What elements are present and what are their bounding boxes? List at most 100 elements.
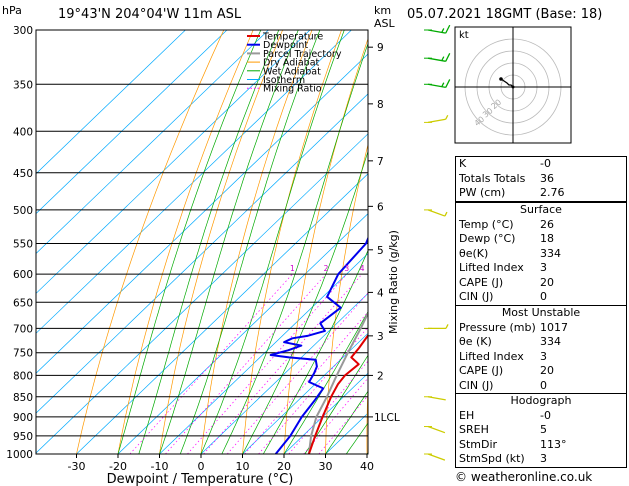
isotherm-line	[76, 173, 368, 454]
surface-row: Dewp (°C) 18	[456, 232, 626, 247]
temp-tick-label: 10	[236, 460, 250, 473]
dry-adiabat-line	[76, 30, 225, 454]
wind-barb	[424, 114, 449, 124]
hodo-row: StmSpd (kt) 3	[456, 452, 626, 467]
wind-barb	[424, 53, 451, 62]
surface-label: CIN (J)	[459, 290, 494, 303]
index-row: Totals Totals 36	[456, 172, 626, 187]
mixing-ratio-line	[187, 273, 348, 454]
hodo-value: -0	[540, 408, 551, 422]
temp-tick-label: -10	[151, 460, 169, 473]
hodo-row: EH -0	[456, 409, 626, 424]
mu-label: θe (K)	[459, 335, 492, 348]
km-tick-label: 5	[377, 245, 384, 257]
surface-title: Surface	[520, 203, 562, 216]
index-value: 2.76	[540, 186, 565, 199]
hodograph-unit: kt	[459, 30, 469, 41]
mu-row: Lifted Index 3	[456, 350, 626, 365]
isotherm-line	[117, 213, 368, 454]
surface-row: Lifted Index 3	[456, 261, 626, 276]
mu-value: 334	[540, 335, 561, 348]
temp-tick-label: 30	[319, 460, 333, 473]
height-unit-asl: ASL	[374, 17, 395, 30]
pressure-tick-label: 600	[13, 269, 33, 281]
mixing-ratio-line	[226, 292, 368, 454]
surface-row: Temp (°C) 26	[456, 218, 626, 233]
parcel-trajectory-line	[307, 310, 368, 454]
surface-row: θe(K) 334	[456, 247, 626, 262]
km-tick-label: 3	[377, 331, 384, 343]
mu-value: 1017	[540, 320, 568, 334]
mixing-ratio-label: 2	[324, 264, 329, 273]
mu-row: CIN (J) 0	[456, 379, 626, 394]
surface-value: 18	[540, 232, 554, 245]
hodo-label: StmSpd (kt)	[459, 452, 525, 465]
pressure-tick-label: 950	[13, 431, 33, 443]
km-tick-label: 7	[377, 156, 384, 168]
legend-label: Parcel Trajectory	[263, 49, 342, 60]
pressure-tick-label: 400	[13, 126, 33, 138]
index-label: PW (cm)	[459, 186, 506, 199]
wet-adiabat-line	[304, 354, 368, 454]
hodograph-point	[499, 77, 503, 81]
wind-barb	[424, 24, 451, 34]
pressure-tick-label: 850	[13, 392, 33, 404]
surface-panel: Surface Temp (°C) 26 Dewp (°C) 18 θe(K) 334…	[455, 202, 627, 306]
mixing-ratio-label: 4	[360, 264, 365, 273]
pressure-tick-label: 750	[13, 348, 33, 360]
hodo-label: EH	[459, 408, 475, 422]
mu-row: Pressure (mb) 1017	[456, 321, 626, 336]
isotherm-line	[283, 372, 368, 454]
hodo-label: StmDir	[459, 437, 498, 451]
isotherm-line	[242, 332, 368, 454]
mu-label: CAPE (J)	[459, 364, 504, 377]
pressure-tick-label: 550	[13, 238, 33, 250]
pressure-tick-label: 650	[13, 297, 33, 309]
surface-value: 334	[540, 246, 561, 260]
location-title: 19°43'N 204°04'W 11m ASL	[58, 7, 242, 22]
surface-label: Dewp (°C)	[459, 232, 516, 245]
temp-tick-label: -20	[109, 460, 127, 473]
index-label: Totals Totals	[459, 171, 526, 185]
hodo-value: 3	[540, 452, 547, 465]
legend-label: Dewpoint	[263, 40, 308, 51]
km-tick-label: 4	[377, 287, 384, 299]
temp-tick-label: 0	[198, 460, 205, 473]
mixing-ratio-axis-label: Mixing Ratio (g/kg)	[387, 230, 400, 334]
surface-label: Temp (°C)	[459, 217, 514, 231]
isotherm-line	[36, 30, 352, 334]
isotherm-line	[36, 30, 186, 175]
surface-value: 3	[540, 261, 547, 274]
isotherm-line	[36, 30, 228, 215]
pressure-tick-label: 500	[13, 205, 33, 217]
isotherm-line	[36, 93, 368, 414]
pressure-tick-label: 800	[13, 370, 33, 382]
mu-row: CAPE (J) 20	[456, 364, 626, 379]
dry-adiabat-line	[366, 378, 368, 454]
mixing-ratio-label: 3	[344, 264, 349, 273]
datetime-title: 05.07.2021 18GMT (Base: 18)	[407, 7, 603, 22]
km-tick-label: 2	[377, 370, 384, 382]
dry-adiabat-line	[117, 30, 254, 454]
wind-barb	[424, 209, 448, 217]
isotherm-line	[159, 253, 368, 454]
hodo-row: SREH 5	[456, 423, 626, 438]
legend-label: Isotherm	[263, 75, 305, 86]
pressure-tick-label: 450	[13, 168, 33, 180]
surface-label: θe(K)	[459, 246, 489, 260]
mixing-ratio-line	[129, 273, 293, 454]
hodo-row: StmDir 113°	[456, 438, 626, 453]
km-tick-label: 1LCL	[374, 412, 400, 424]
plot-frame	[35, 29, 369, 455]
hodo-label: SREH	[459, 423, 489, 436]
wind-barb	[424, 425, 446, 434]
isotherm-line	[36, 133, 368, 454]
mu-value: 3	[540, 349, 547, 363]
surface-label: Lifted Index	[459, 261, 524, 274]
pressure-unit-label: hPa	[2, 4, 22, 17]
hodograph-trace	[500, 78, 514, 88]
wind-barb	[424, 396, 446, 401]
surface-value: 26	[540, 217, 554, 231]
wet-adiabat-line	[325, 390, 368, 454]
